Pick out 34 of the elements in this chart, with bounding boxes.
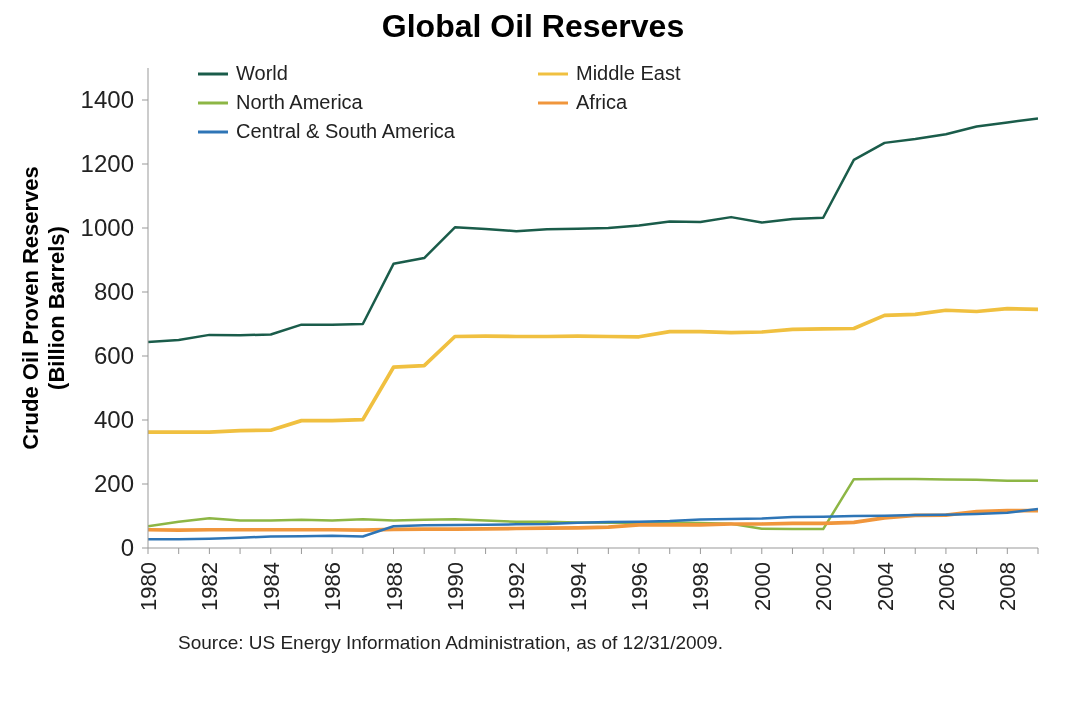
x-tick-label: 1998 bbox=[688, 562, 714, 611]
y-tick-label: 1000 bbox=[80, 214, 134, 241]
x-tick-label: 1990 bbox=[442, 562, 468, 611]
x-tick-label: 1988 bbox=[381, 562, 407, 611]
y-axis-title: Crude Oil Proven Reserves (Billion Barrels) bbox=[18, 166, 69, 450]
y-tick-label: 800 bbox=[93, 278, 134, 305]
x-tick-label: 2002 bbox=[811, 562, 837, 611]
x-tick-label: 2000 bbox=[749, 562, 775, 611]
x-tick-label: 1996 bbox=[627, 562, 653, 611]
legend-label: North America bbox=[236, 91, 363, 114]
y-tick-label: 0 bbox=[120, 534, 134, 561]
x-tick-label: 1986 bbox=[320, 562, 346, 611]
line-series bbox=[148, 507, 1038, 541]
x-tick-label: 1992 bbox=[504, 562, 530, 611]
y-tick-label: 600 bbox=[93, 342, 134, 369]
x-tick-label: 2008 bbox=[995, 562, 1021, 611]
x-tick-label: 2004 bbox=[872, 562, 898, 611]
y-tick-label: 1200 bbox=[80, 150, 134, 177]
legend-label: Middle East bbox=[576, 62, 681, 85]
y-tick-label: 1400 bbox=[80, 86, 134, 113]
x-tick-label: 1984 bbox=[258, 562, 284, 611]
y-tick-label: 400 bbox=[93, 406, 134, 433]
x-tick-label: 1982 bbox=[197, 562, 223, 611]
legend-label: Africa bbox=[576, 91, 628, 114]
legend-label: Central & South America bbox=[236, 120, 455, 143]
x-tick-label: 1980 bbox=[136, 562, 161, 611]
chart-title: Global Oil Reserves bbox=[380, 8, 686, 46]
x-tick-label: 2006 bbox=[933, 562, 959, 611]
legend-label: World bbox=[236, 62, 288, 85]
line-series bbox=[148, 117, 1038, 344]
line-series bbox=[148, 306, 1038, 435]
x-tick-label: 1994 bbox=[565, 562, 591, 611]
source-note: Source: US Energy Information Administration, as of 12/31/2009. bbox=[178, 632, 724, 654]
y-tick-label: 200 bbox=[93, 470, 134, 497]
